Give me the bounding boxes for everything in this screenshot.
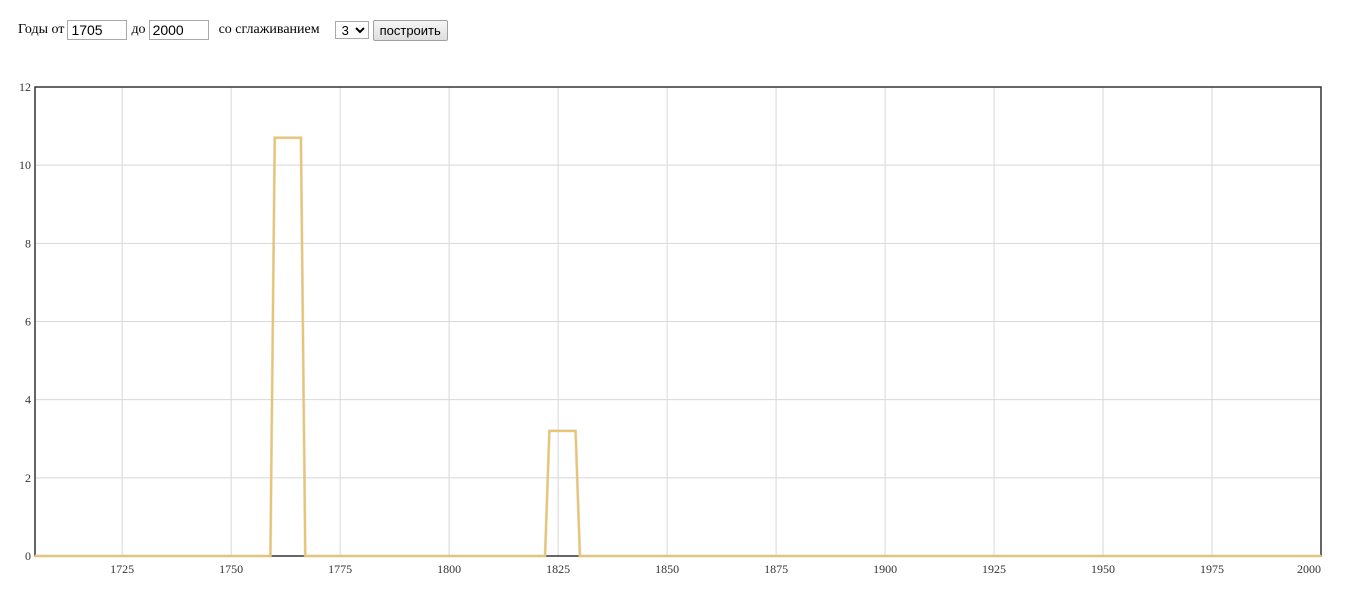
y-tick-label-3: 6 [25,315,31,329]
x-tick-label-4: 1825 [546,562,570,576]
series-0-point-1 [269,555,272,557]
build-button[interactable]: построить [372,19,448,41]
x-tick-label-6: 1875 [764,562,788,576]
y-tick-label-0: 0 [25,549,31,563]
y-tick-label-2: 4 [25,393,31,407]
series-0-point-4 [304,555,307,557]
x-tick-label-1: 1750 [219,562,243,576]
x-tick-label-8: 1925 [982,562,1006,576]
series-0-point-9 [1320,555,1322,557]
year-from-input[interactable] [67,20,128,40]
x-tick-label-10: 1975 [1200,562,1224,576]
series-0-point-8 [579,555,581,557]
controls-bar: Годы от до со сглаживанием 3 построить [18,18,448,42]
y-tick-label-1: 2 [25,471,31,485]
series-0-line [35,136,1321,557]
series-0-point-6 [548,430,551,432]
x-tick-label-9: 1950 [1091,562,1115,576]
y-tick-label-4: 8 [25,236,31,250]
series-0-point-5 [544,555,546,557]
x-tick-label-11: 2000 [1297,562,1321,576]
x-tick-label-7: 1900 [873,562,897,576]
years-to-label: до [131,22,146,37]
smoothing-select[interactable]: 3 [334,21,369,39]
x-tick-label-2: 1775 [328,562,352,576]
x-tick-label-0: 1725 [110,562,134,576]
smoothing-label: со сглаживанием [218,22,320,37]
series-0-shadow [35,136,1321,558]
year-to-input[interactable] [148,20,209,40]
x-tick-label-3: 1800 [437,562,461,576]
y-tick-label-5: 10 [19,158,31,172]
series-0-point-2 [273,137,276,139]
x-tick-label-5: 1850 [655,562,679,576]
y-tick-label-6: 12 [19,80,31,94]
series-0-point-0 [34,555,36,557]
years-from-label: Годы от [18,22,65,37]
series-0-point-3 [300,137,302,139]
series-0-point-7 [574,430,577,432]
